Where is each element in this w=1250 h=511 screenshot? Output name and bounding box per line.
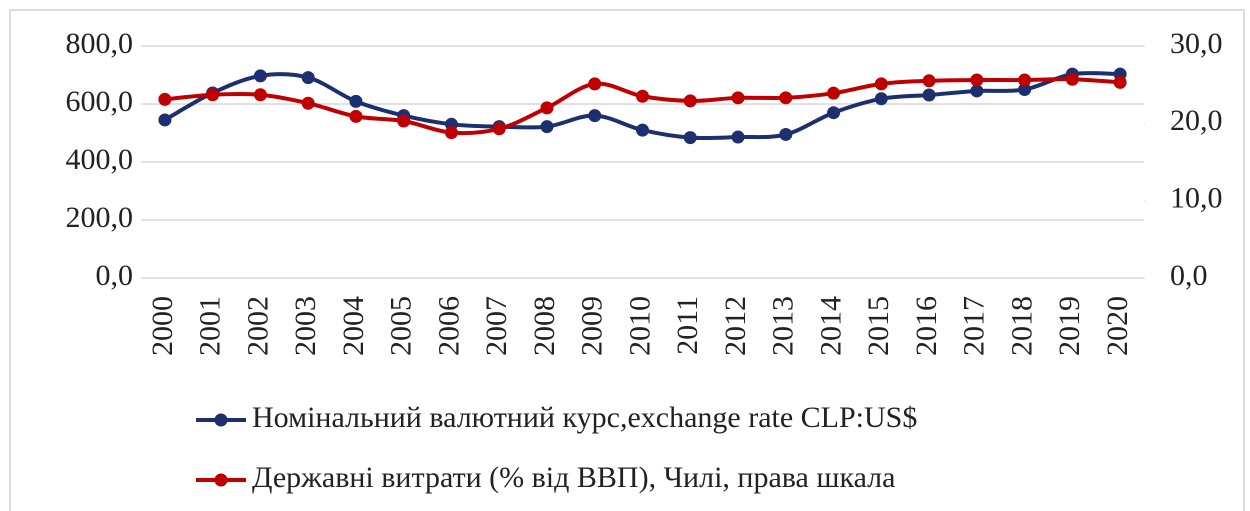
x-tick-label: 2020 [1101,296,1134,356]
data-point [827,106,841,120]
data-point [253,88,267,102]
data-point [301,71,315,85]
x-tick-label: 2015 [862,296,895,356]
data-point [349,94,363,108]
x-tick-label: 2003 [289,296,322,356]
x-tick-label: 2006 [432,296,465,356]
data-point [253,69,267,83]
x-tick-label: 2009 [576,296,609,356]
data-point [301,96,315,110]
data-point [1018,83,1032,96]
legend-label: Державні витрати (% від ВВП), Чилі, прав… [252,461,895,494]
y-tick-label: 600,0 [66,85,134,118]
data-point [874,77,888,91]
x-tick-label: 2013 [767,296,800,356]
x-tick-label: 2010 [623,296,656,356]
data-point [540,101,554,115]
data-point [206,88,220,102]
x-tick-label: 2011 [671,296,704,355]
legend-marker [214,473,228,487]
data-point [827,86,841,100]
y2-tick-label: 0,0 [1170,259,1208,292]
data-point [1065,72,1079,86]
data-point [731,130,745,144]
x-tick-label: 2017 [958,296,991,356]
data-point [683,94,697,108]
x-tick-label: 2019 [1053,296,1086,356]
x-tick-label: 2016 [910,296,943,356]
legend-label: Номінальний валютний курс,exchange rate … [252,401,917,434]
data-point [779,91,793,105]
data-point [349,109,363,123]
y-tick-label: 0,0 [96,259,134,292]
data-point [492,122,506,136]
x-tick-label: 2018 [1005,296,1038,356]
data-point [1113,75,1127,89]
y-tick-label: 800,0 [66,27,134,60]
data-point [636,123,649,137]
data-point [540,120,554,134]
data-point [1018,73,1032,87]
data-point [588,109,602,123]
data-point [588,77,602,91]
data-point [444,126,458,140]
x-tick-label: 2001 [194,296,227,356]
data-point [683,131,697,145]
x-tick-label: 2005 [385,296,418,356]
chart-border [9,9,1245,511]
x-tick-label: 2002 [241,296,274,356]
data-point [779,127,793,141]
legend-marker [214,413,228,427]
x-tick-label: 2008 [528,296,561,356]
x-tick-label: 2007 [480,296,513,356]
x-tick-label: 2014 [814,296,847,356]
y2-tick-label: 10,0 [1170,182,1223,215]
data-point [636,89,649,103]
y2-tick-label: 30,0 [1170,27,1223,60]
y2-tick-label: 20,0 [1170,104,1223,137]
data-point [731,91,745,105]
data-point [970,73,984,87]
data-point [158,113,172,127]
data-point [922,88,936,102]
data-point [158,92,172,106]
y-tick-label: 200,0 [66,201,134,234]
data-point [970,84,984,98]
x-tick-label: 2012 [719,296,752,356]
data-point [397,114,411,128]
x-tick-label: 2000 [146,296,179,356]
data-point [874,92,888,106]
y-tick-label: 400,0 [66,143,134,176]
x-tick-label: 2004 [337,296,370,356]
data-point [922,74,936,88]
